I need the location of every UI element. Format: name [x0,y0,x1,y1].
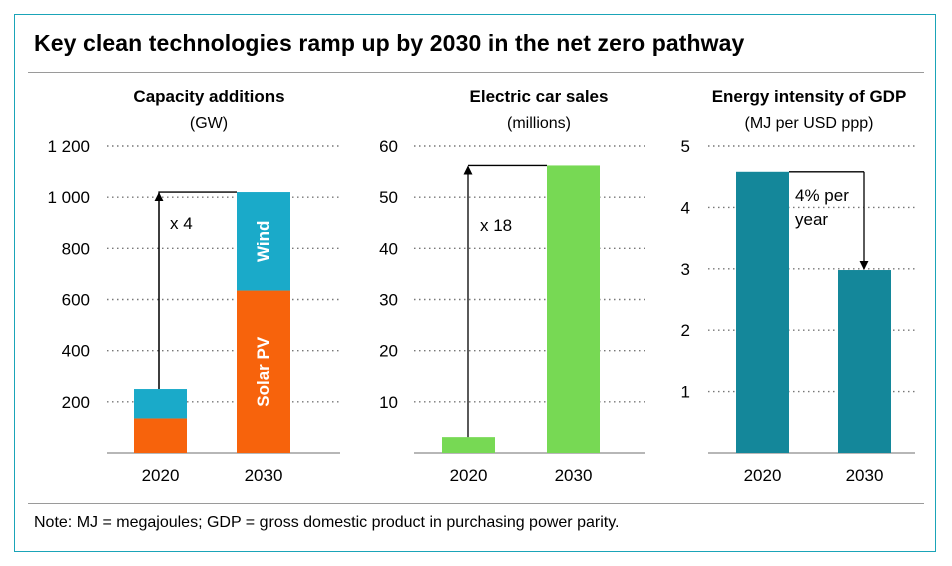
figure-frame [14,14,936,552]
chart2-ytick-label: 10 [379,393,398,412]
chart2-ytick-label: 30 [379,291,398,310]
chart1-ytick-label: 800 [62,239,90,258]
chart3-ytick-label: 4 [681,198,690,217]
chart1-series-label-wind: Wind [254,221,273,262]
chart1-title: Capacity additions [133,87,284,106]
chart2-ytick-label: 60 [379,137,398,156]
chart1-ytick-label: 200 [62,393,90,412]
chart1-bar-solar-pv-2030 [237,290,290,453]
chart3-xtick-label: 2020 [744,466,782,485]
figure-note: Note: MJ = megajoules; GDP = gross domes… [34,514,620,531]
chart1-series-label-solar-pv: Solar PV [254,336,273,407]
chart3-bar-2030 [838,270,891,453]
chart1-bar-wind-2020 [134,389,187,419]
chart1-xtick-label: 2030 [245,466,283,485]
chart2-subtitle: (millions) [507,115,571,132]
chart3-title: Energy intensity of GDP [712,87,907,106]
chart2-ytick-label: 20 [379,342,398,361]
chart2-bar-2020 [442,437,495,453]
chart1-bar-solar-pv-2020 [134,418,187,453]
chart2-xtick-label: 2020 [450,466,488,485]
chart2-ytick-label: 50 [379,188,398,207]
chart2-title: Electric car sales [470,87,609,106]
note-divider [28,503,924,504]
chart1-ytick-label: 1 200 [47,137,90,156]
title-divider [28,72,924,73]
chart1-annotation: x 4 [170,214,193,233]
chart2-xtick-label: 2030 [555,466,593,485]
chart3-bar-2020 [736,171,789,453]
chart1-ytick-label: 600 [62,291,90,310]
chart3-ytick-label: 3 [681,260,690,279]
chart3-ytick-label: 5 [681,137,690,156]
chart1-ytick-label: 1 000 [47,188,90,207]
chart1-ytick-label: 400 [62,342,90,361]
chart2-ytick-label: 40 [379,239,398,258]
chart1-bar-wind-2030 [237,192,290,291]
chart3-annotation: 4% per year [795,186,849,229]
chart2-annotation: x 18 [480,216,512,235]
chart2-bar-2030 [547,165,600,453]
chart3-ytick-label: 2 [681,321,690,340]
chart3-ytick-label: 1 [681,383,690,402]
chart3-xtick-label: 2030 [846,466,884,485]
figure-title: Key clean technologies ramp up by 2030 i… [34,30,745,56]
chart3-annotation-line: year [795,210,828,229]
chart1-subtitle: (GW) [190,115,228,132]
chart1-xtick-label: 2020 [142,466,180,485]
chart3-annotation-line: 4% per [795,186,849,205]
chart3-subtitle: (MJ per USD ppp) [745,115,874,132]
